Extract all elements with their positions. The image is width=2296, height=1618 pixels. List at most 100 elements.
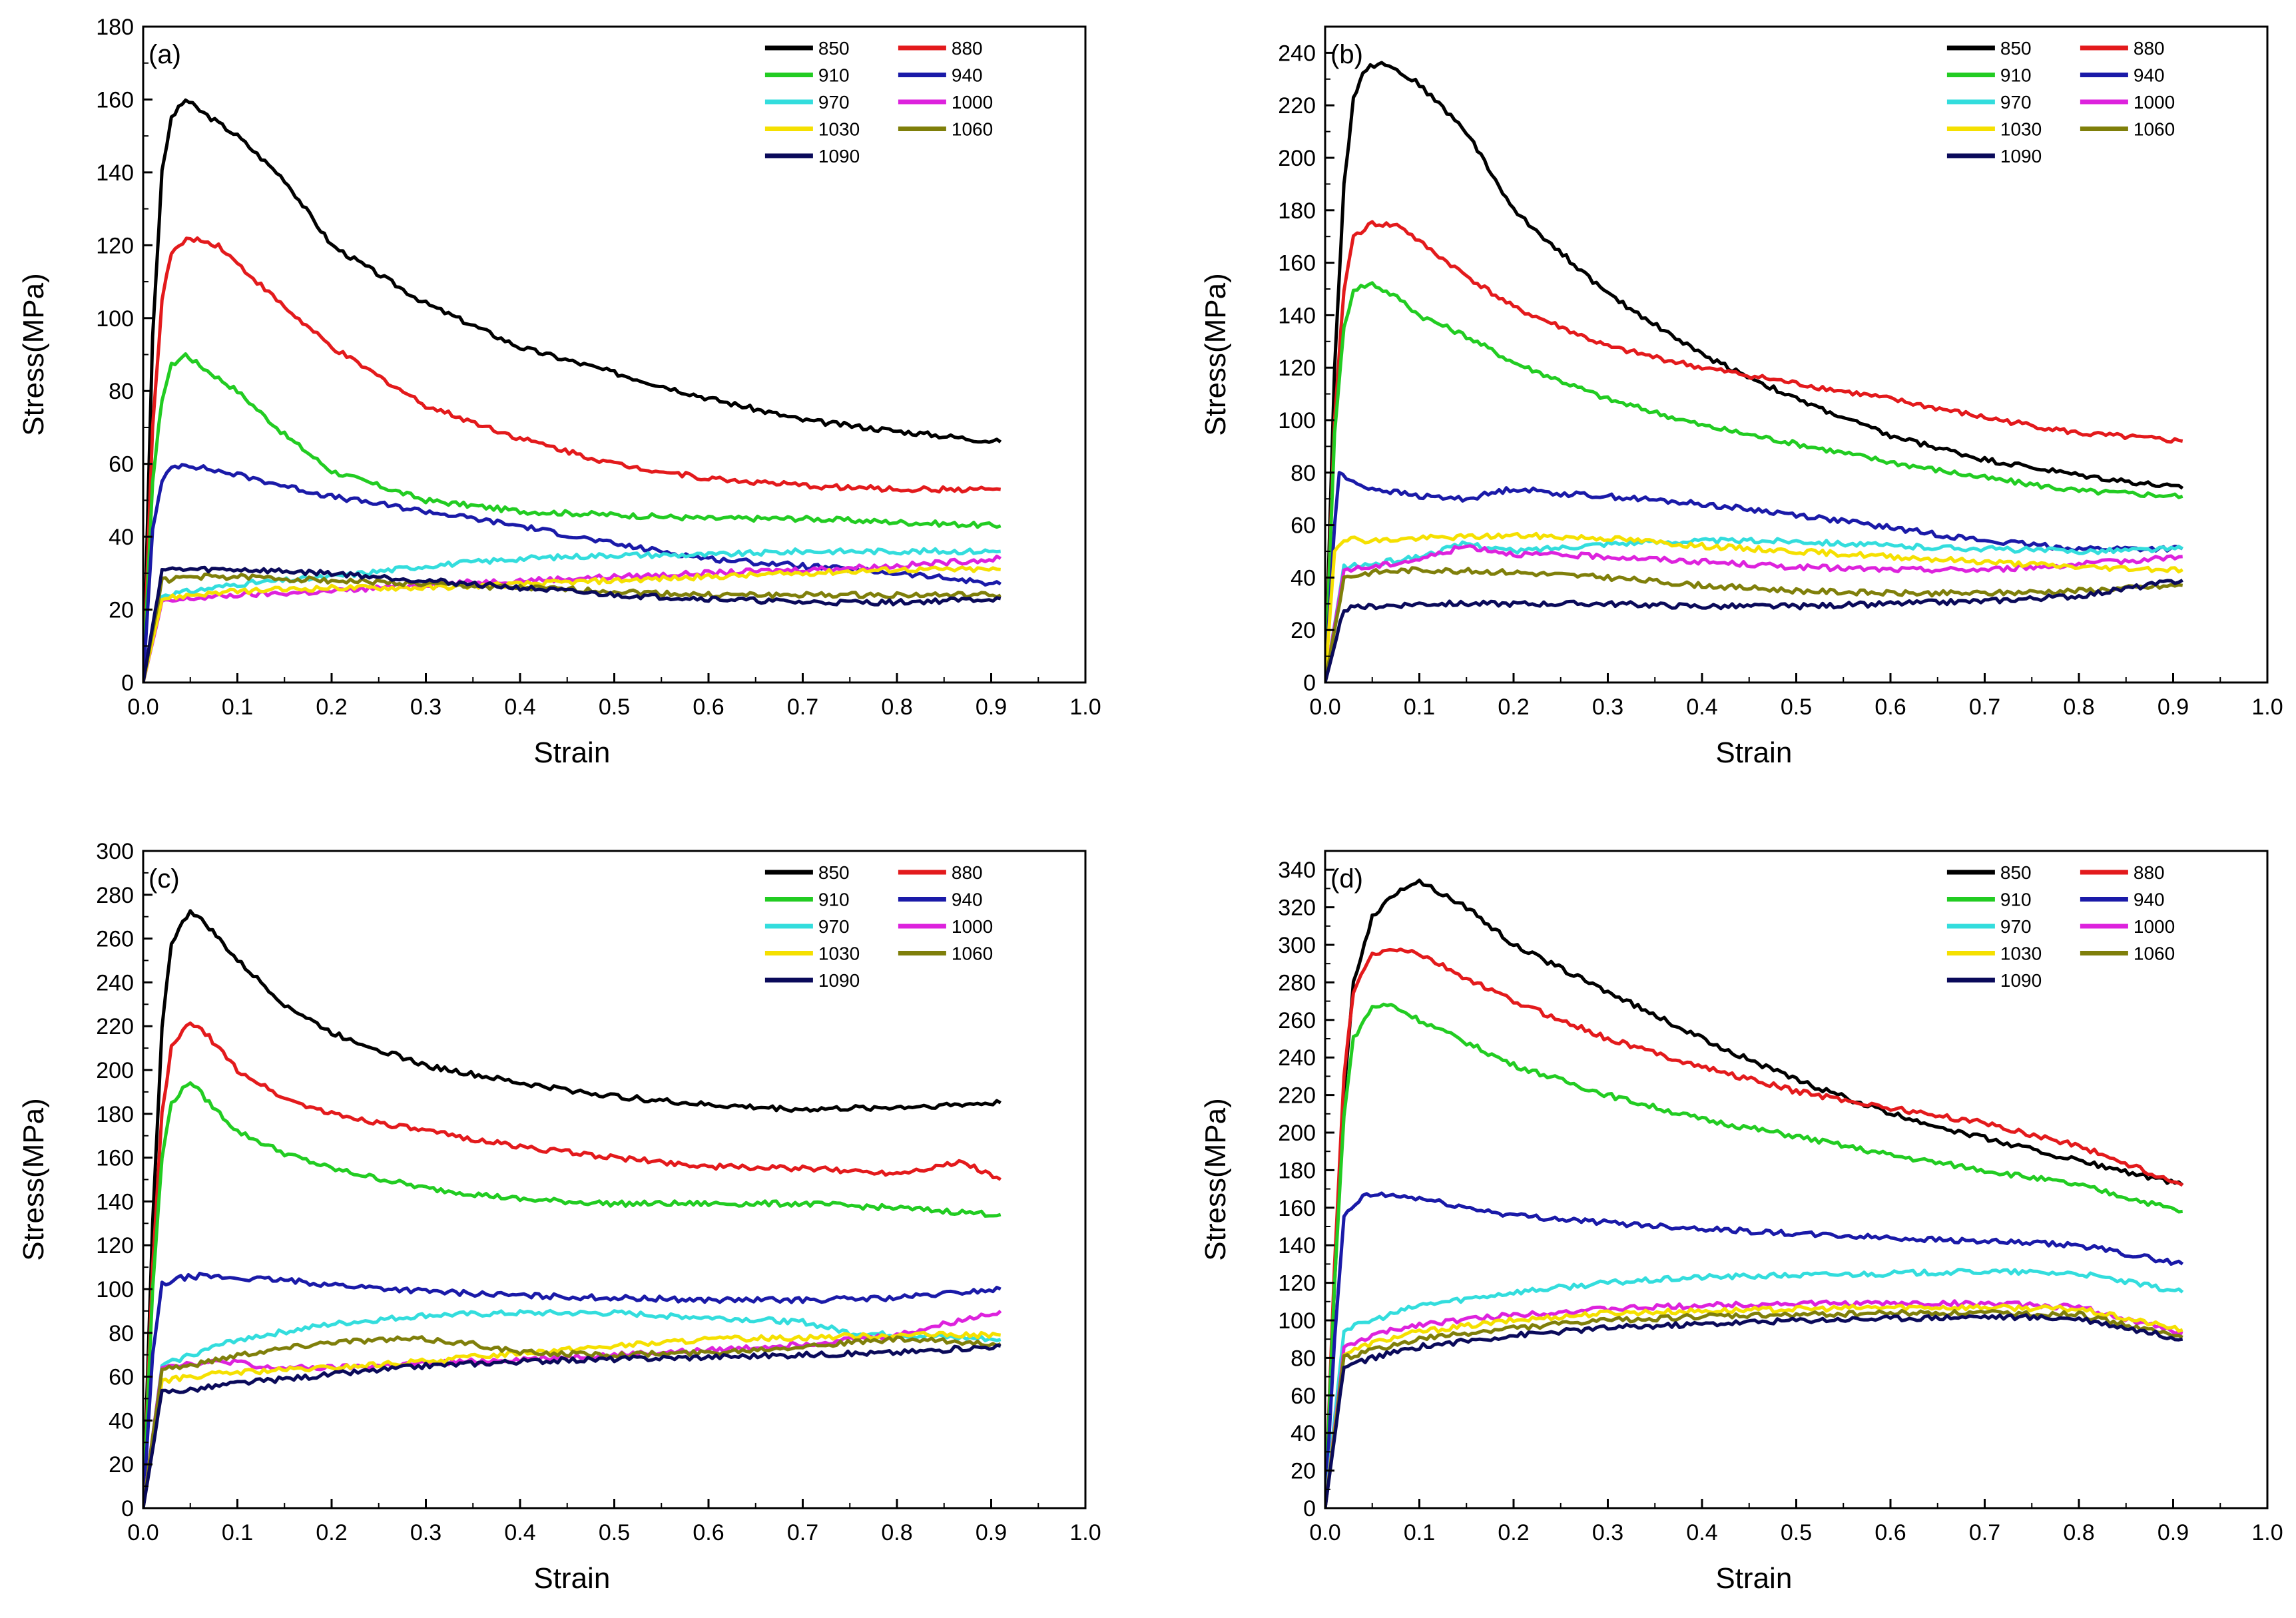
y-tick-label: 220 <box>1278 1083 1316 1109</box>
x-tick-label: 0.2 <box>316 694 347 720</box>
y-tick-label: 120 <box>96 1233 134 1258</box>
legend-label-1000: 1000 <box>952 916 993 937</box>
series-line-1090 <box>143 565 1002 682</box>
x-tick-label: 0.5 <box>599 1520 630 1545</box>
y-tick-label: 320 <box>1278 896 1316 921</box>
legend-label-970: 970 <box>818 92 850 113</box>
y-tick-label: 160 <box>1278 1196 1316 1221</box>
x-tick-label: 0.0 <box>127 694 158 720</box>
y-tick-label: 180 <box>96 15 134 40</box>
y-tick-label: 100 <box>96 306 134 332</box>
legend-label-940: 940 <box>2134 65 2165 86</box>
series-line-1090 <box>1325 1313 2183 1508</box>
y-tick-label: 260 <box>96 927 134 952</box>
y-tick-label: 200 <box>1278 146 1316 171</box>
legend-label-880: 880 <box>2134 862 2165 883</box>
x-tick-label: 0.3 <box>410 1520 441 1545</box>
panel-label: (d) <box>1330 864 1363 894</box>
legend-label-850: 850 <box>818 38 850 59</box>
legend-label-850: 850 <box>2000 38 2032 59</box>
legend-label-1000: 1000 <box>952 92 993 113</box>
x-tick-label: 1.0 <box>2251 1520 2283 1545</box>
x-tick-label: 0.3 <box>1592 694 1623 720</box>
y-tick-label: 0 <box>121 671 134 696</box>
series-line-850 <box>1325 878 2184 1508</box>
y-tick-label: 200 <box>1278 1121 1316 1146</box>
legend-label-910: 910 <box>818 890 850 910</box>
x-tick-label: 0.3 <box>410 694 441 720</box>
y-tick-label: 280 <box>1278 970 1316 995</box>
series-line-880 <box>1325 220 2183 682</box>
x-tick-label: 0.8 <box>881 1520 912 1545</box>
y-tick-label: 260 <box>1278 1008 1316 1033</box>
panel-label: (c) <box>148 864 180 894</box>
chart-panel-3: 0.0 0.1 0.2 0.3 0.4 0.5 0.6 0.7 0.8 0.9 1.0 0 20 40 60… <box>1199 850 2283 1595</box>
y-tick-label: 280 <box>96 883 134 908</box>
x-tick-label: 0.8 <box>2063 694 2094 720</box>
plot-frame <box>1324 25 2269 684</box>
y-tick-label: 240 <box>1278 1045 1316 1071</box>
x-axis-label: Strain <box>533 736 610 769</box>
legend-label-1060: 1060 <box>952 119 993 140</box>
series-line-1090 <box>1325 579 2183 682</box>
x-tick-label: 0.9 <box>976 1520 1007 1545</box>
y-tick-label: 180 <box>1278 198 1316 224</box>
y-tick-label: 180 <box>1278 1158 1316 1183</box>
series-line-880 <box>143 236 1001 682</box>
y-tick-label: 300 <box>96 839 134 864</box>
x-tick-label: 0.0 <box>127 1520 158 1545</box>
legend-label-1060: 1060 <box>2134 119 2175 140</box>
y-tick-label: 80 <box>109 379 134 404</box>
y-tick-label: 240 <box>1278 41 1316 66</box>
x-tick-label: 0.1 <box>222 694 253 720</box>
y-tick-label: 220 <box>1278 93 1316 119</box>
y-tick-label: 20 <box>1291 618 1316 643</box>
series-line-1030 <box>1325 531 2183 682</box>
x-tick-label: 0.2 <box>1498 1520 1529 1545</box>
y-tick-label: 120 <box>1278 1271 1316 1296</box>
legend-label-1000: 1000 <box>2134 916 2175 937</box>
series-line-910 <box>1325 281 2183 682</box>
series-line-970 <box>1325 1268 2184 1508</box>
series-line-1060 <box>1325 566 2183 682</box>
y-tick-label: 80 <box>109 1321 134 1346</box>
y-tick-label: 20 <box>109 1452 134 1478</box>
legend-label-1000: 1000 <box>2134 92 2175 113</box>
y-tick-label: 140 <box>1278 1233 1316 1258</box>
y-axis-label: Stress(MPa) <box>1199 1098 1232 1260</box>
x-tick-label: 0.9 <box>976 694 1007 720</box>
y-tick-label: 60 <box>1291 513 1316 539</box>
legend-label-1090: 1090 <box>2000 970 2042 991</box>
legend-label-940: 940 <box>952 890 983 910</box>
x-tick-label: 0.2 <box>316 1520 347 1545</box>
legend-label-1030: 1030 <box>2000 944 2042 964</box>
y-tick-label: 100 <box>1278 1308 1316 1334</box>
legend-label-910: 910 <box>2000 65 2032 86</box>
y-tick-label: 60 <box>109 1365 134 1390</box>
x-tick-label: 0.6 <box>1874 694 1906 720</box>
x-tick-label: 0.6 <box>1874 1520 1906 1545</box>
legend-label-970: 970 <box>2000 916 2032 937</box>
y-tick-label: 0 <box>121 1496 134 1521</box>
legend-label-850: 850 <box>2000 862 2032 883</box>
series-line-910 <box>1325 1002 2183 1508</box>
legend-label-880: 880 <box>952 38 983 59</box>
x-axis-label: Strain <box>1715 1562 1792 1595</box>
x-tick-label: 0.6 <box>693 694 724 720</box>
panel-label: (a) <box>148 40 181 69</box>
x-tick-label: 0.7 <box>1969 1520 2000 1545</box>
y-tick-label: 220 <box>96 1014 134 1039</box>
series-line-970 <box>143 547 1001 682</box>
x-tick-label: 1.0 <box>1069 694 1101 720</box>
series-line-910 <box>143 1081 1002 1508</box>
y-tick-label: 0 <box>1303 671 1316 696</box>
series-line-910 <box>143 352 1002 682</box>
legend-label-1090: 1090 <box>2000 146 2042 166</box>
y-tick-label: 20 <box>1291 1459 1316 1484</box>
legend-label-850: 850 <box>818 862 850 883</box>
x-tick-label: 0.5 <box>1781 1520 1812 1545</box>
x-tick-label: 0.1 <box>1404 694 1435 720</box>
legend-label-880: 880 <box>952 862 983 883</box>
x-tick-label: 0.4 <box>1686 1520 1717 1545</box>
